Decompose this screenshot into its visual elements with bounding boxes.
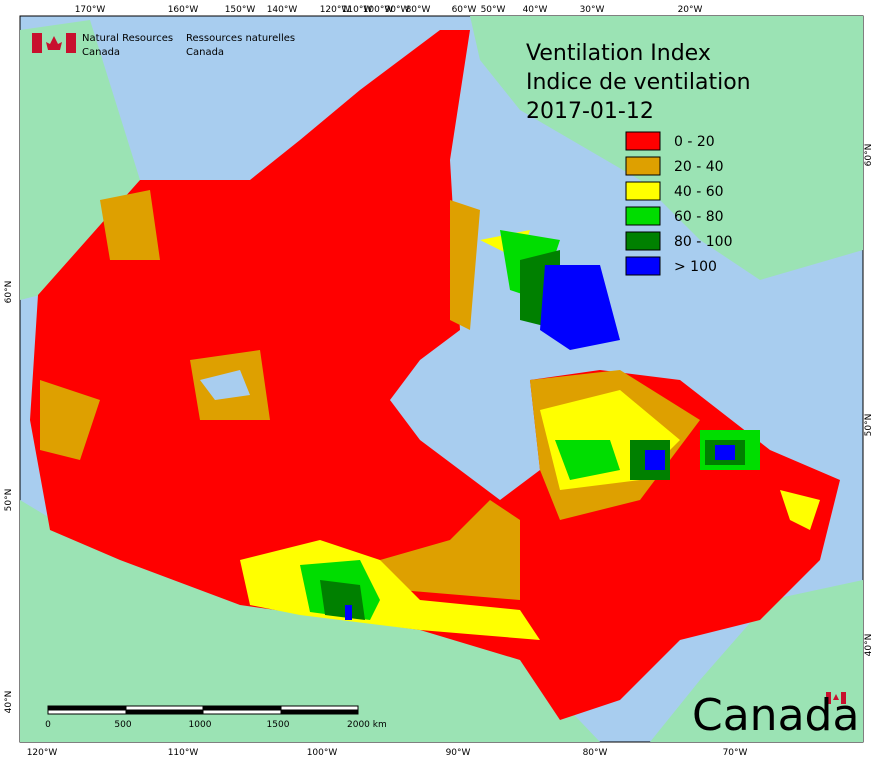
lon-label: 40°W [523,5,548,15]
legend-label: > 100 [674,259,717,275]
lon-label: 160°W [168,5,199,15]
index-field [30,30,840,720]
lat-label: 40°N [4,691,14,714]
title: 2017-01-12 [526,99,654,124]
lon-label: 150°W [225,5,256,15]
lon-label: 100°W [307,748,338,758]
legend-swatch [625,156,661,176]
lat-label: 50°N [4,489,14,512]
lon-label: 30°W [580,5,605,15]
legend-swatch [625,131,661,151]
lon-label: 80°W [583,748,608,758]
agency-en: Canada [82,47,120,58]
scale-label: 500 [114,720,131,730]
wordmark-flag [826,692,846,704]
legend-swatch [625,206,661,226]
lon-label: 170°W [75,5,106,15]
lat-label: 50°N [864,414,874,437]
scale-label: 2000 km [347,720,387,730]
lon-label: 110°W [342,5,373,15]
wordmark: Canada [692,690,859,741]
legend-label: 80 - 100 [674,234,733,250]
legend-label: 60 - 80 [674,209,724,225]
lon-label: 110°W [168,748,199,758]
title: Indice de ventilation [526,70,751,95]
scale-label: 1000 [189,720,212,730]
agency-fr: Ressources naturelles [186,33,295,44]
scale-label: 1500 [267,720,290,730]
agency-en: Natural Resources [82,33,173,44]
lon-label: 80°W [406,5,431,15]
land-other [20,16,863,742]
legend-swatch [625,231,661,251]
title: Ventilation Index [526,41,711,66]
agency-fr: Canada [186,47,224,58]
scale-bar [47,705,359,715]
lon-label: 50°W [481,5,506,15]
legend-label: 40 - 60 [674,184,724,200]
scale-label: 0 [45,720,51,730]
lon-label: 120°W [27,748,58,758]
lat-label: 60°N [4,281,14,304]
legend-label: 20 - 40 [674,159,724,175]
legend-swatch [625,181,661,201]
lon-label: 120°W [320,5,351,15]
flag [32,33,76,53]
lon-label: 100°W [363,5,394,15]
lon-label: 20°W [678,5,703,15]
legend-swatch [625,256,661,276]
lon-label: 90°W [446,748,471,758]
legend-label: 0 - 20 [674,134,715,150]
lakes [200,370,530,480]
lon-label: 90°W [385,5,410,15]
lat-label: 60°N [864,144,874,167]
lon-label: 60°W [452,5,477,15]
lat-label: 40°N [864,634,874,657]
lon-label: 70°W [723,748,748,758]
lon-label: 140°W [267,5,298,15]
